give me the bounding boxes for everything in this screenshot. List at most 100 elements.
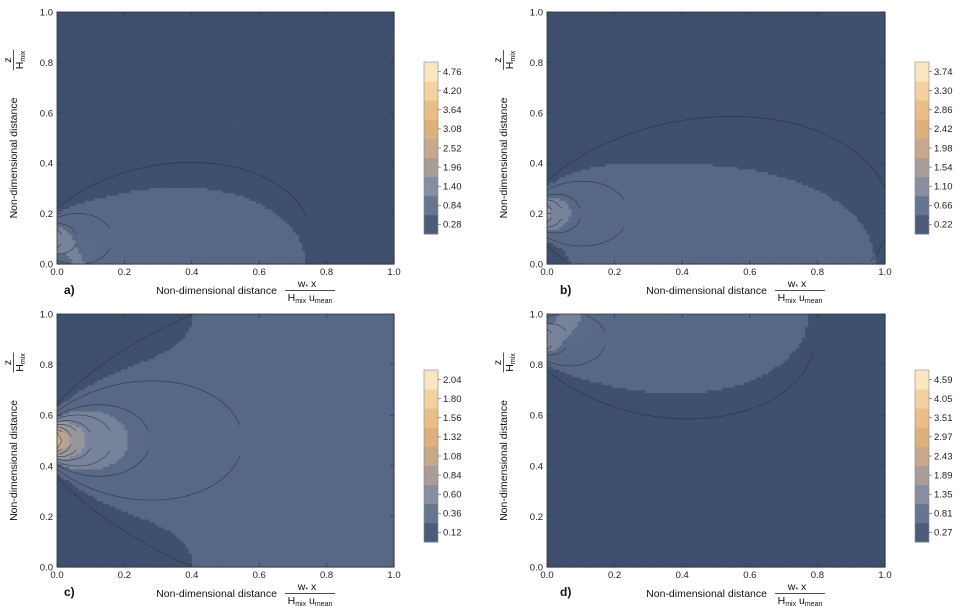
colorbar-tick-label: 1.08 — [443, 451, 462, 462]
colorbar-tick-label: 0.84 — [443, 201, 462, 212]
colorbar-tick-label: 0.84 — [443, 470, 462, 481]
contour-field — [57, 12, 395, 265]
x-tick-label: 1.0 — [878, 267, 891, 278]
colorbar-band — [424, 522, 438, 543]
panel-a: 0.0 0.2 0.4 0.6 0.8 1.0 0.0 0.2 0.4 0.6 0.8 1.0 Non-… — [2, 8, 462, 306]
contour-field — [547, 12, 886, 265]
colorbar-band — [424, 62, 438, 82]
y-tick-label: 0.8 — [530, 360, 543, 371]
y-tick-label: 0.4 — [40, 461, 53, 472]
x-tick-label: 1.0 — [878, 570, 891, 581]
contour-lines — [56, 162, 308, 265]
y-tick-label: 1.0 — [40, 8, 53, 19]
y-tick-label: 0.2 — [530, 512, 543, 523]
colorbar-tick-label: 3.64 — [443, 105, 462, 116]
x-fraction-numerator: w* x — [787, 278, 807, 291]
colorbar-tick-label: 1.56 — [443, 413, 462, 424]
colorbar-tick-label: 3.51 — [934, 413, 953, 424]
contour-lines — [546, 115, 886, 262]
contour-field — [57, 314, 395, 568]
colorbar: 0.12 0.36 0.60 0.84 1.08 1.32 1.56 1.80 2.04 — [423, 369, 462, 543]
panel-label: c) — [64, 585, 75, 599]
x-tick-label: 0.2 — [118, 267, 131, 278]
y-fraction-numerator: z — [492, 360, 504, 365]
x-tick-label: 0.8 — [320, 570, 333, 581]
colorbar-band — [424, 176, 438, 197]
colorbar-band — [424, 214, 438, 235]
colorbar-band — [424, 138, 438, 158]
y-tick-label: 0.8 — [40, 58, 53, 69]
colorbar-band — [915, 119, 929, 139]
colorbar-band — [424, 119, 438, 139]
colorbar-band — [915, 389, 929, 409]
colorbar-tick-label: 1.80 — [443, 394, 462, 405]
colorbar-band — [424, 157, 438, 178]
y-tick-label: 0.2 — [530, 209, 543, 220]
colorbar-band — [424, 408, 438, 428]
y-fraction-numerator: z — [492, 57, 504, 62]
y-axis-label: Non-dimensional distance — [498, 97, 510, 218]
y-tick-label: 0.2 — [40, 512, 53, 523]
y-tick-label: 0.6 — [40, 411, 53, 422]
colorbar-band — [424, 389, 438, 409]
y-tick-label: 1.0 — [530, 310, 543, 321]
colorbar: 0.28 0.84 1.40 1.96 2.52 3.08 3.64 4.20 4.76 — [423, 61, 462, 235]
x-fraction-numerator: w* x — [297, 278, 317, 291]
colorbar-tick-label: 1.89 — [934, 470, 953, 481]
colorbar-band — [424, 427, 438, 447]
y-axis-label: Non-dimensional distance — [498, 400, 510, 521]
panel-c: 0.0 0.2 0.4 0.6 0.8 1.0 0.0 0.2 0.4 0.6 0.8 1.0 Non-… — [2, 310, 462, 609]
colorbar-tick-label: 2.43 — [934, 451, 953, 462]
colorbar-band — [915, 522, 929, 543]
y-tick-label: 0.8 — [40, 360, 53, 371]
x-tick-label: 0.6 — [743, 570, 756, 581]
x-tick-label: 0.2 — [608, 267, 621, 278]
colorbar-tick-label: 1.54 — [934, 162, 953, 173]
colorbar-band — [915, 408, 929, 428]
colorbar-tick-label: 1.35 — [934, 490, 953, 501]
y-tick-label: 0.6 — [530, 108, 543, 119]
colorbar-band — [424, 370, 438, 390]
y-tick-label: 0.0 — [530, 563, 543, 574]
y-tick-label: 0.4 — [530, 461, 543, 472]
colorbar-tick-label: 1.98 — [934, 143, 953, 154]
contour-field — [547, 314, 886, 568]
x-tick-label: 0.6 — [253, 570, 266, 581]
y-fraction-denominator: Hmix — [504, 50, 517, 69]
colorbar-band — [915, 176, 929, 197]
colorbar-tick-label: 4.59 — [934, 375, 953, 386]
colorbar-tick-label: 0.36 — [443, 509, 462, 520]
colorbar-tick-label: 4.20 — [443, 86, 462, 97]
colorbar-band — [424, 195, 438, 216]
contour-lines — [546, 314, 813, 420]
x-fraction-numerator: w* x — [297, 581, 317, 594]
colorbar-tick-label: 3.30 — [934, 86, 953, 97]
x-tick-label: 0.4 — [185, 570, 198, 581]
x-tick-label: 0.8 — [320, 267, 333, 278]
colorbar-tick-label: 0.28 — [443, 220, 462, 231]
colorbar-band — [424, 484, 438, 505]
colorbar-tick-label: 1.10 — [934, 182, 953, 193]
colorbar-tick-label: 0.22 — [934, 220, 953, 231]
colorbar-tick-label: 1.40 — [443, 182, 462, 193]
colorbar-band — [915, 100, 929, 120]
contour-lines — [56, 314, 241, 567]
colorbar-tick-label: 4.76 — [443, 67, 462, 78]
y-axis-label: Non-dimensional distance — [8, 400, 20, 521]
colorbar-band — [915, 370, 929, 390]
x-tick-label: 0.0 — [50, 570, 63, 581]
colorbar-band — [424, 446, 438, 466]
colorbar-band — [424, 465, 438, 486]
y-tick-label: 0.4 — [40, 159, 53, 170]
panel-label: b) — [560, 283, 571, 297]
colorbar-band — [915, 214, 929, 235]
x-tick-label: 0.4 — [676, 267, 689, 278]
y-tick-label: 0.0 — [40, 260, 53, 271]
x-fraction-denominator: Hmix umean — [778, 595, 823, 608]
x-tick-label: 0.2 — [608, 570, 621, 581]
y-fraction-numerator: z — [2, 57, 14, 62]
colorbar-band — [915, 446, 929, 466]
